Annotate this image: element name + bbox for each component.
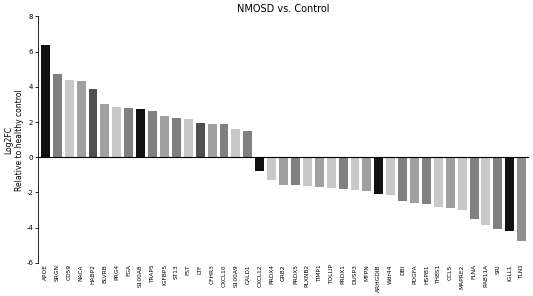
Bar bbox=[494, 157, 502, 229]
Title: NMOSD vs. Control: NMOSD vs. Control bbox=[237, 4, 330, 14]
Bar bbox=[291, 157, 300, 185]
Bar bbox=[184, 118, 193, 157]
Bar bbox=[207, 124, 216, 157]
Bar bbox=[172, 118, 181, 157]
Bar bbox=[446, 157, 455, 208]
Bar bbox=[136, 109, 145, 157]
Bar bbox=[279, 157, 288, 185]
Bar bbox=[267, 157, 276, 180]
Bar bbox=[64, 80, 74, 157]
Bar bbox=[196, 123, 205, 157]
Bar bbox=[53, 74, 62, 157]
Bar bbox=[160, 116, 169, 157]
Y-axis label: Log2FC
Relative to healthy control: Log2FC Relative to healthy control bbox=[4, 89, 23, 191]
Bar bbox=[362, 157, 372, 191]
Bar bbox=[505, 157, 514, 231]
Bar bbox=[434, 157, 443, 207]
Bar bbox=[410, 157, 419, 203]
Bar bbox=[458, 157, 466, 210]
Bar bbox=[220, 124, 229, 157]
Bar bbox=[244, 131, 252, 157]
Bar bbox=[124, 108, 133, 157]
Bar bbox=[148, 111, 157, 157]
Bar bbox=[386, 157, 395, 195]
Bar bbox=[338, 157, 348, 189]
Bar bbox=[77, 81, 85, 157]
Bar bbox=[374, 157, 383, 194]
Bar bbox=[88, 89, 98, 157]
Bar bbox=[327, 157, 336, 188]
Bar bbox=[470, 157, 479, 219]
Bar bbox=[100, 104, 109, 157]
Bar bbox=[255, 157, 264, 171]
Bar bbox=[351, 157, 359, 190]
Bar bbox=[422, 157, 431, 204]
Bar bbox=[112, 107, 122, 157]
Bar bbox=[303, 157, 312, 186]
Bar bbox=[517, 157, 526, 241]
Bar bbox=[315, 157, 324, 187]
Bar bbox=[481, 157, 490, 225]
Bar bbox=[41, 45, 50, 157]
Bar bbox=[398, 157, 407, 201]
Bar bbox=[231, 129, 240, 157]
